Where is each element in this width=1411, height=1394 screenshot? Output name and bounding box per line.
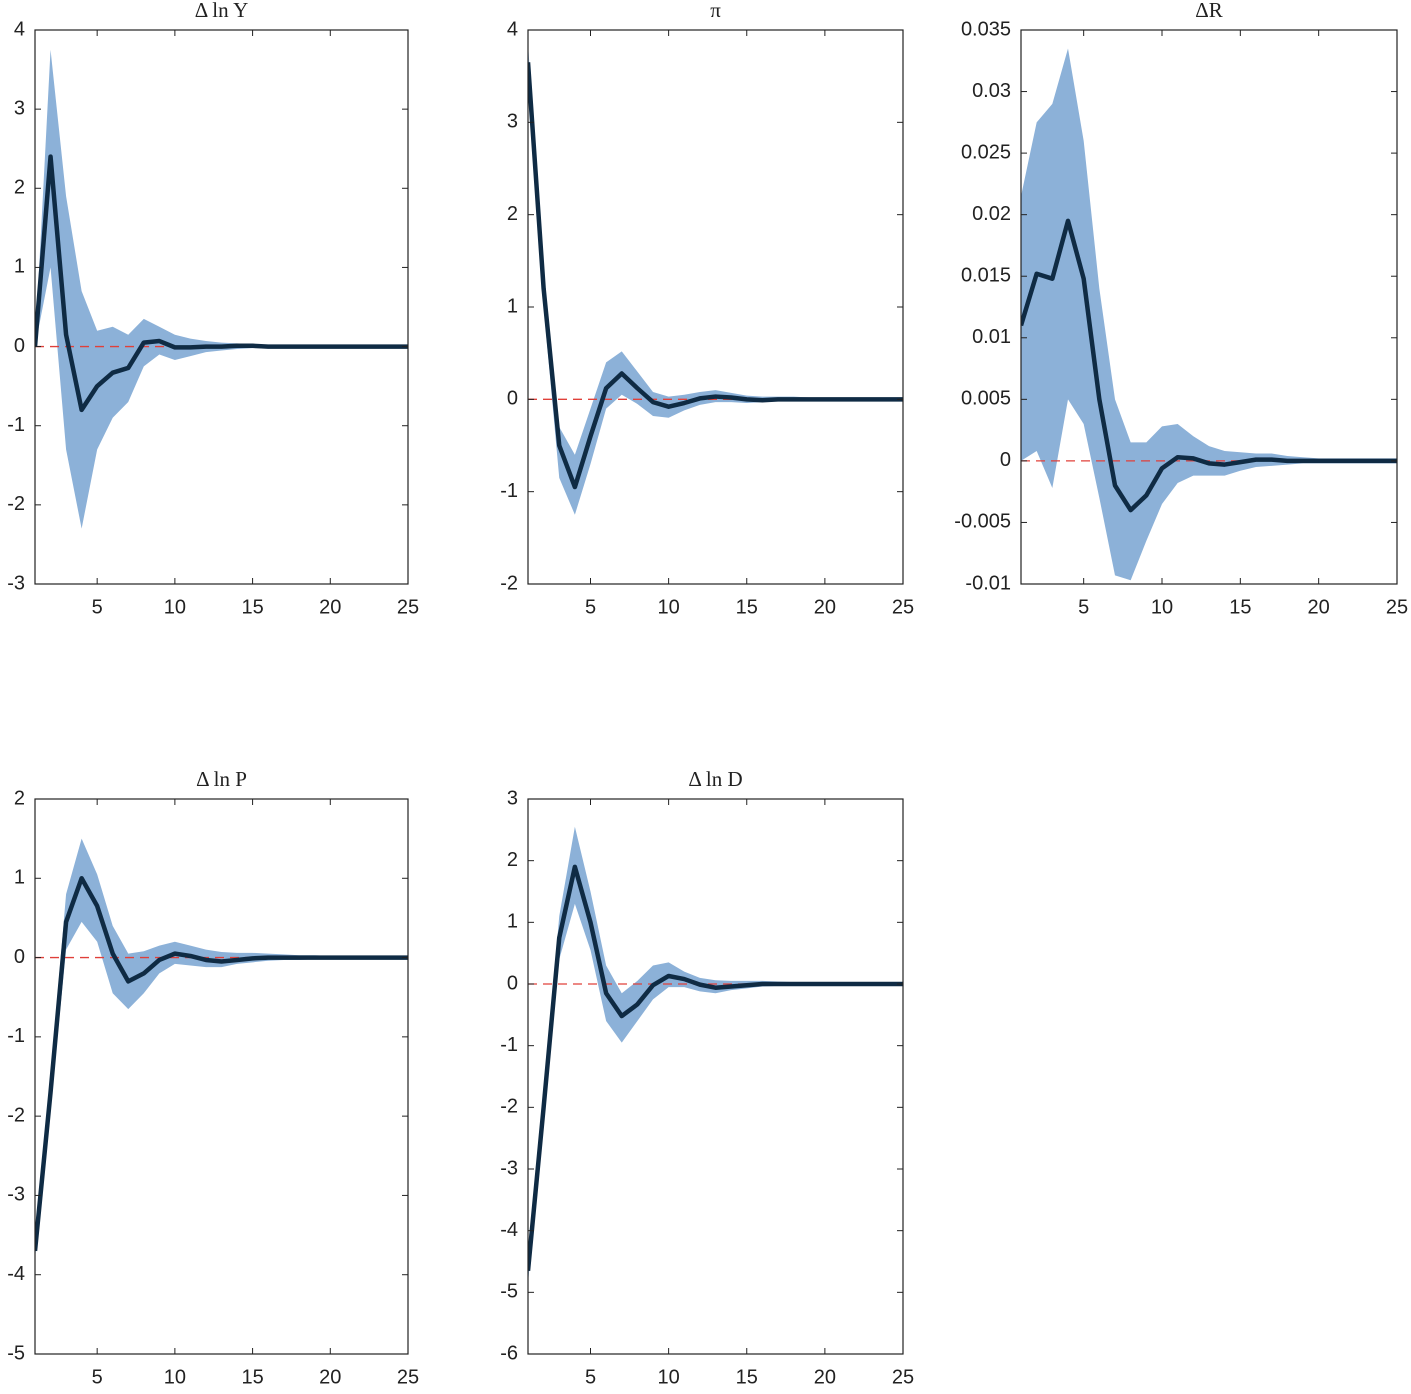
response-line <box>35 154 408 413</box>
x-tick-label: 20 <box>319 596 341 618</box>
y-tick-label: 3 <box>507 111 518 133</box>
x-tick-label: 10 <box>658 1366 680 1388</box>
x-tick-label: 25 <box>397 1366 419 1388</box>
axes-box <box>527 29 904 585</box>
y-tick-label: 0.005 <box>961 388 1011 410</box>
subplot: -6 -5 -4 -3 -2 -1 0 1 2 3 5 10 15 20 25 Δ ln D <box>500 767 914 1388</box>
y-tick-label: 0 <box>507 972 518 994</box>
chart-title: Δ ln P <box>196 767 247 791</box>
axes-box <box>527 798 904 1355</box>
y-tick-label: -3 <box>7 572 25 594</box>
y-tick-label: 1 <box>507 295 518 317</box>
confidence-band <box>35 838 408 1259</box>
y-tick-label: 0.015 <box>961 265 1011 287</box>
y-tick-label: -0.005 <box>954 511 1011 533</box>
x-tick-label: 20 <box>814 596 836 618</box>
chart-title: Δ ln Y <box>195 0 249 22</box>
y-tick-label: 0 <box>507 388 518 410</box>
x-tick-label: 5 <box>585 1366 596 1388</box>
axes-box <box>1020 29 1398 585</box>
y-tick-label: 2 <box>14 787 25 809</box>
subplot: -0.01 -0.005 0 0.005 0.01 0.015 0.02 0.025 0.03 0… <box>954 0 1408 618</box>
y-tick-label: -1 <box>7 1025 25 1047</box>
y-tick-label: -4 <box>500 1219 518 1241</box>
x-tick-label: 15 <box>241 596 263 618</box>
y-tick-label: 4 <box>507 18 518 40</box>
x-tick-label: 25 <box>892 1366 914 1388</box>
y-tick-label: 0.03 <box>972 80 1011 102</box>
confidence-band <box>528 43 903 515</box>
y-tick-label: 1 <box>14 256 25 278</box>
y-tick-label: -3 <box>500 1157 518 1179</box>
confidence-band <box>35 49 408 529</box>
y-tick-label: 0 <box>1000 449 1011 471</box>
x-tick-label: 5 <box>92 1366 103 1388</box>
x-tick-label: 20 <box>319 1366 341 1388</box>
y-tick-label: 0.025 <box>961 141 1011 163</box>
x-tick-label: 5 <box>92 596 103 618</box>
x-tick-label: 15 <box>736 1366 758 1388</box>
y-tick-label: -1 <box>500 1034 518 1056</box>
x-tick-label: 20 <box>1308 596 1330 618</box>
x-tick-label: 15 <box>1229 596 1251 618</box>
x-tick-label: 15 <box>241 1366 263 1388</box>
x-tick-label: 20 <box>814 1366 836 1388</box>
y-tick-label: 0.01 <box>972 326 1011 348</box>
y-tick-label: -2 <box>500 1096 518 1118</box>
y-tick-label: 2 <box>507 849 518 871</box>
x-tick-label: 10 <box>164 596 186 618</box>
y-tick-label: 2 <box>507 203 518 225</box>
x-tick-label: 25 <box>892 596 914 618</box>
y-tick-label: 3 <box>14 97 25 119</box>
y-tick-label: -5 <box>7 1342 25 1364</box>
y-tick-label: -2 <box>7 493 25 515</box>
x-tick-label: 25 <box>1386 596 1408 618</box>
plot-area <box>528 43 903 515</box>
y-tick-label: -1 <box>7 414 25 436</box>
y-tick-label: 2 <box>14 177 25 199</box>
x-tick-label: 10 <box>164 1366 186 1388</box>
y-tick-label: -6 <box>500 1342 518 1364</box>
response-line <box>528 864 903 1271</box>
x-tick-label: 15 <box>736 596 758 618</box>
y-tick-label: 0.035 <box>961 18 1011 40</box>
plot-area <box>35 49 408 529</box>
y-tick-label: 1 <box>14 867 25 889</box>
y-tick-label: -1 <box>500 480 518 502</box>
chart-title: π <box>710 0 721 22</box>
x-tick-label: 10 <box>658 596 680 618</box>
y-tick-label: -4 <box>7 1263 25 1285</box>
subplot: -3 -2 -1 0 1 2 3 4 5 10 15 20 25 Δ ln Y <box>7 0 419 618</box>
plot-area <box>35 838 408 1259</box>
response-line <box>528 62 903 490</box>
subplot: -2 -1 0 1 2 3 4 5 10 15 20 25 π <box>500 0 914 618</box>
axes-box <box>34 798 409 1355</box>
plot-area <box>528 826 903 1284</box>
chart-title: Δ ln D <box>688 767 742 791</box>
y-tick-label: -2 <box>7 1104 25 1126</box>
x-tick-label: 25 <box>397 596 419 618</box>
plot-area <box>1021 48 1397 581</box>
y-tick-label: -0.01 <box>965 572 1011 594</box>
x-tick-label: 10 <box>1151 596 1173 618</box>
y-tick-label: 4 <box>14 18 25 40</box>
x-tick-label: 5 <box>1078 596 1089 618</box>
confidence-band <box>1021 48 1397 581</box>
y-tick-label: -2 <box>500 572 518 594</box>
y-tick-label: 3 <box>507 787 518 809</box>
y-tick-label: 0 <box>14 946 25 968</box>
y-tick-label: -3 <box>7 1184 25 1206</box>
y-tick-label: 0 <box>14 335 25 357</box>
y-tick-label: 1 <box>507 911 518 933</box>
axes-box <box>34 29 409 585</box>
y-tick-label: 0.02 <box>972 203 1011 225</box>
chart-title: ΔR <box>1195 0 1223 22</box>
response-line <box>35 876 408 1252</box>
y-tick-label: -5 <box>500 1281 518 1303</box>
x-tick-label: 5 <box>585 596 596 618</box>
response-line <box>1021 218 1397 513</box>
